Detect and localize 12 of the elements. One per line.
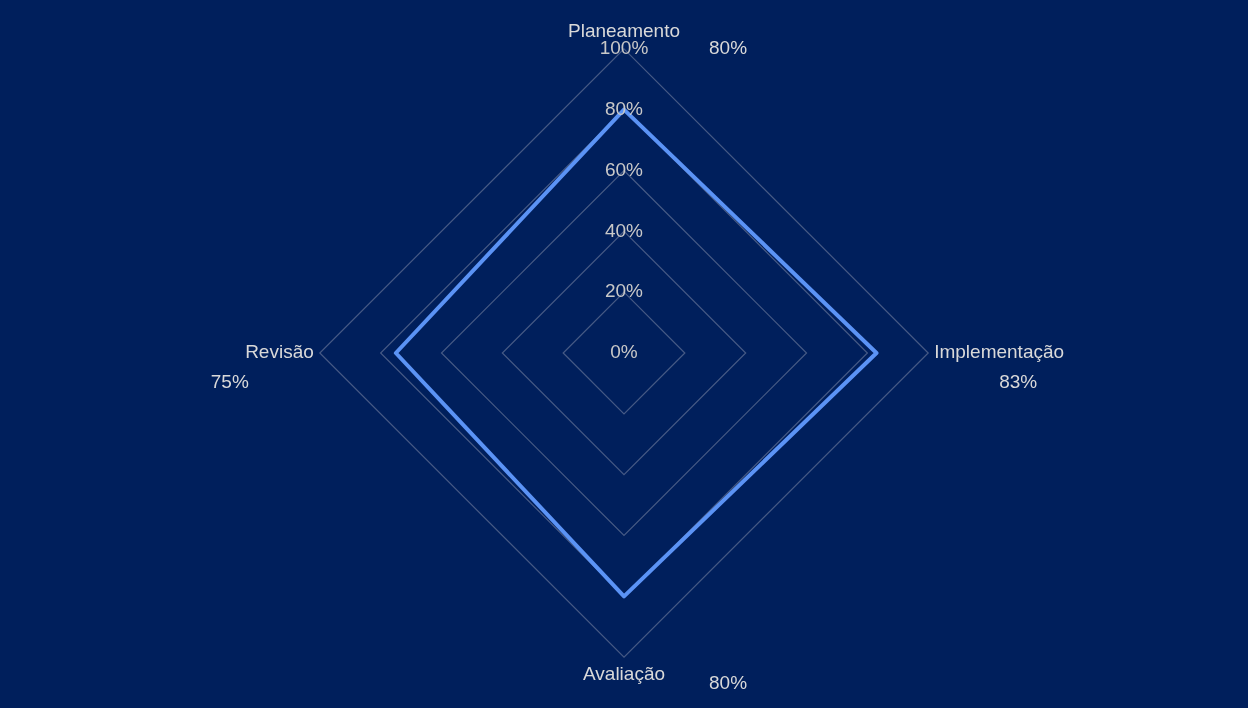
y-tick-label: 0% bbox=[610, 341, 638, 363]
text: 75% bbox=[210, 371, 249, 393]
spoke-label: Revisão bbox=[245, 341, 314, 363]
text: 83% bbox=[999, 371, 1038, 393]
y-tick-label: 40% bbox=[604, 219, 644, 241]
y-tick-label: 80% bbox=[604, 97, 644, 119]
text: 80% bbox=[709, 672, 748, 694]
y-tick-label: 60% bbox=[604, 158, 644, 180]
spoke-label: Implementação bbox=[934, 341, 1065, 363]
text: 80% bbox=[709, 37, 748, 59]
spoke-label: Avaliação bbox=[582, 662, 666, 684]
y-tick-label: 20% bbox=[604, 280, 644, 302]
